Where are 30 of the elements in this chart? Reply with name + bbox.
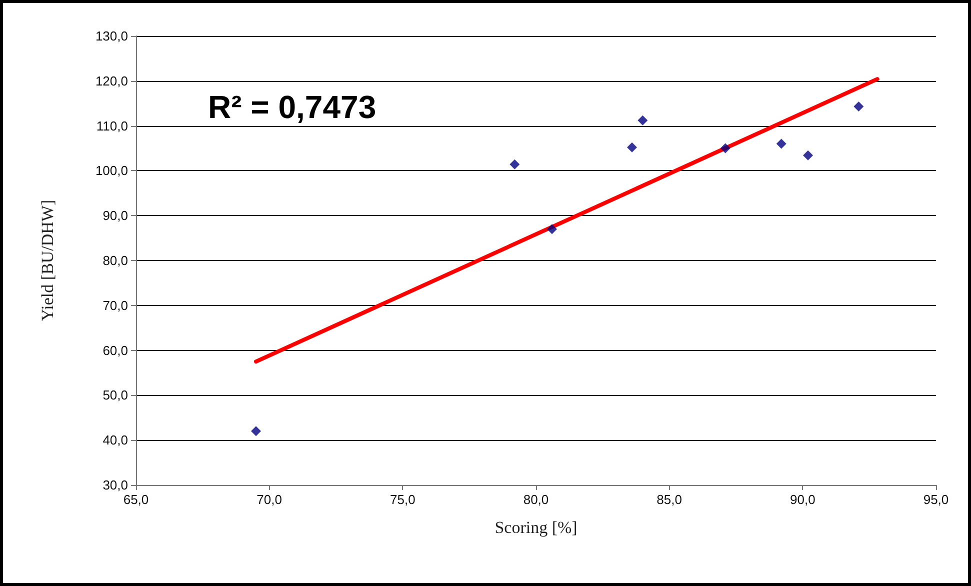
y-tick-label: 60,0 xyxy=(102,342,128,358)
y-tick-label: 90,0 xyxy=(102,208,128,224)
y-tick-label: 100,0 xyxy=(95,163,128,178)
x-tick-label: 90,0 xyxy=(790,492,816,507)
y-tick-label: 30,0 xyxy=(102,478,128,492)
x-tick-label: 75,0 xyxy=(390,492,416,507)
x-tick-label: 95,0 xyxy=(923,492,949,507)
x-tick-label: 85,0 xyxy=(656,492,682,507)
point xyxy=(627,142,637,152)
point xyxy=(510,159,520,170)
y-tick-label: 80,0 xyxy=(102,253,128,268)
y-tick-label: 130,0 xyxy=(95,28,128,44)
y-tick-label: 120,0 xyxy=(95,73,128,88)
y-axis-title: Yield [BU/DHW] xyxy=(38,200,57,322)
annotation: R² = 0,7473 xyxy=(208,89,376,125)
y-tick-label: 50,0 xyxy=(102,388,128,403)
point xyxy=(803,150,813,160)
point xyxy=(776,138,786,149)
x-axis-title: Scoring [%] xyxy=(494,518,578,537)
y-tick-label: 70,0 xyxy=(102,298,128,313)
point xyxy=(720,143,730,154)
y-tick-label: 110,0 xyxy=(96,118,128,134)
point xyxy=(638,115,648,126)
x-tick-label: 80,0 xyxy=(523,492,549,507)
y-tick-label: 40,0 xyxy=(102,432,128,448)
x-tick-label: 70,0 xyxy=(256,492,282,507)
x-tick-label: 65,0 xyxy=(123,492,149,507)
point xyxy=(854,101,864,112)
point xyxy=(547,224,557,234)
point xyxy=(251,426,261,436)
